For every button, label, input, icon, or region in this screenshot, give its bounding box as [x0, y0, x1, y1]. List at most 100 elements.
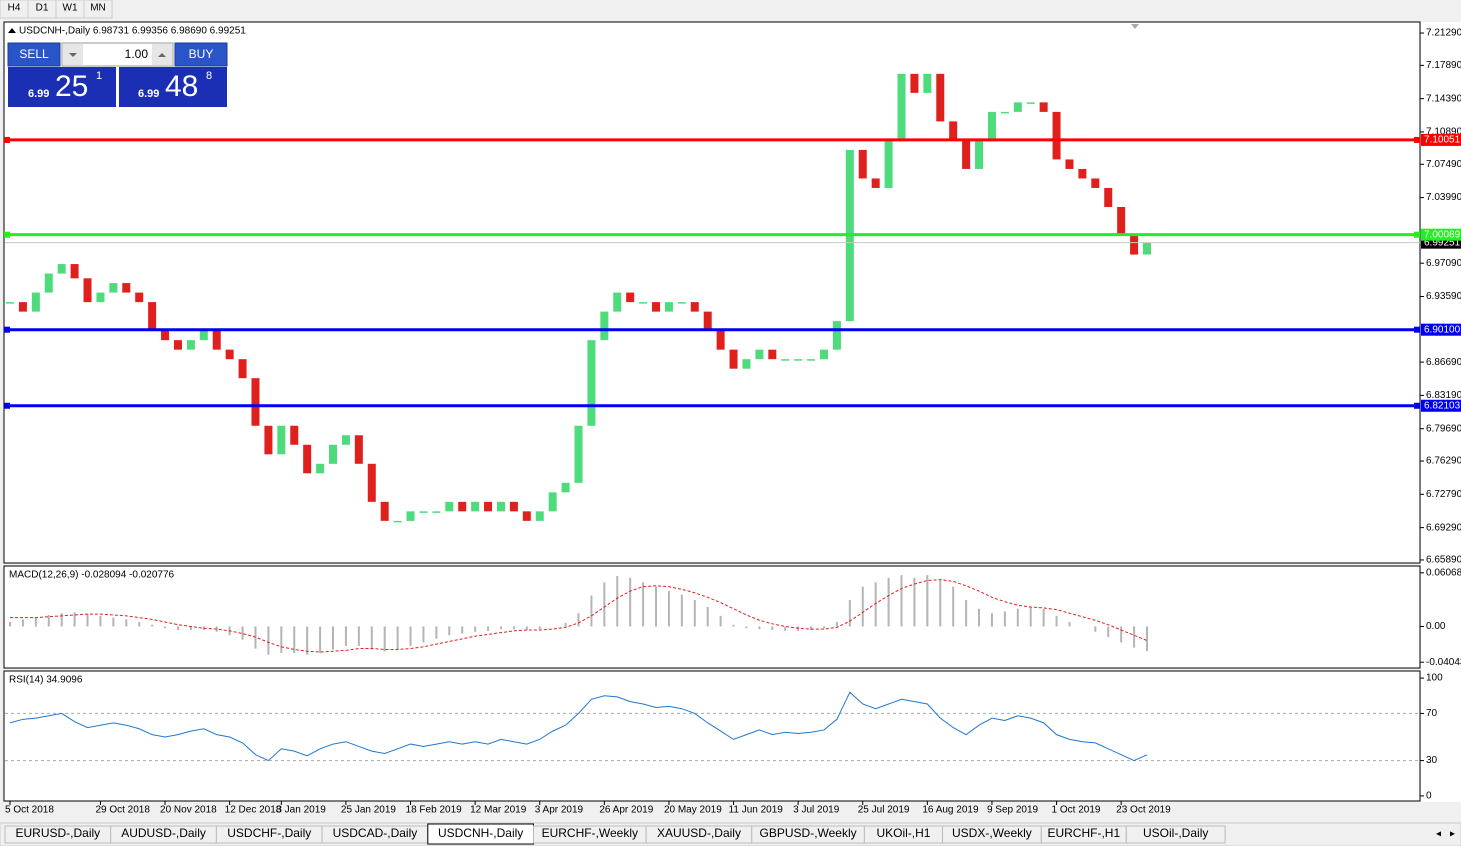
level-handle[interactable]: [1414, 231, 1420, 238]
macd-panel: [3, 565, 1421, 669]
level-handle[interactable]: [1414, 326, 1420, 333]
lot-field[interactable]: [61, 42, 174, 67]
x-tick-label: 16 Aug 2019: [922, 805, 979, 816]
y-tick-label: 6.72790: [1426, 489, 1461, 500]
x-tick-label: 20 Nov 2018: [160, 805, 217, 816]
ask-box[interactable]: [119, 67, 227, 107]
y-tick-label: 6.86690: [1426, 357, 1461, 368]
y-tick-label: 100: [1426, 673, 1443, 684]
candle: [186, 340, 195, 350]
candle: [380, 501, 389, 521]
chart-tab-label[interactable]: EURUSD-,Daily: [16, 826, 101, 840]
chart-title: USDCNH-,Daily 6.98731 6.99356 6.98690 6.…: [19, 26, 246, 37]
rsi-line: [9, 691, 1148, 762]
level-price-box: [1421, 133, 1461, 146]
y-tick-label: 7.17890: [1426, 60, 1461, 71]
candle: [419, 511, 428, 513]
main-panel: [3, 21, 1421, 564]
level-handle[interactable]: [4, 136, 10, 143]
chart-tab-label[interactable]: USDX-,Weekly: [952, 826, 1032, 840]
timeframe-label[interactable]: D1: [36, 3, 49, 14]
level-handle[interactable]: [4, 231, 10, 238]
candle: [109, 283, 118, 293]
macd-signal: [10, 579, 1148, 653]
candle: [496, 501, 505, 512]
candle: [987, 111, 996, 141]
candle: [432, 511, 441, 513]
chart-tab-label[interactable]: USDCNH-,Daily: [438, 826, 523, 840]
chart-tab-label[interactable]: UKOil-,H1: [876, 826, 930, 840]
candle: [781, 359, 790, 361]
level-price-label: 6.82103: [1424, 400, 1461, 411]
macd-title: MACD(12,26,9) -0.028094 -0.020776: [9, 570, 175, 581]
candle: [57, 264, 66, 274]
candle: [768, 349, 777, 360]
candle: [1065, 159, 1074, 169]
level-handle[interactable]: [1414, 402, 1420, 409]
candle: [561, 482, 570, 493]
candle: [832, 321, 841, 350]
y-tick-label: 7.10890: [1426, 127, 1461, 138]
buy-label[interactable]: BUY: [189, 47, 214, 61]
candle: [161, 330, 170, 341]
level-handle[interactable]: [4, 326, 10, 333]
candle: [587, 340, 596, 426]
buy-button[interactable]: [174, 42, 228, 67]
candle: [794, 359, 803, 361]
level-handle[interactable]: [1414, 136, 1420, 143]
candle: [264, 425, 273, 455]
chart-tab-label[interactable]: GBPUSD-,Weekly: [760, 826, 857, 840]
lot-up-arrow: [158, 53, 166, 57]
y-tick-label: 0.060687: [1426, 567, 1461, 578]
candle: [626, 292, 635, 303]
x-tick-label: 18 Feb 2019: [406, 805, 463, 816]
candle: [238, 359, 247, 379]
bid-box[interactable]: [8, 67, 116, 107]
candle: [729, 349, 738, 369]
candle: [548, 492, 557, 512]
lot-value[interactable]: 1.00: [125, 47, 149, 61]
candle: [316, 463, 325, 474]
chart-tab-label[interactable]: USOil-,Daily: [1143, 826, 1208, 840]
chart-tab-label[interactable]: XAUUSD-,Daily: [657, 826, 741, 840]
chart-tab[interactable]: [1125, 825, 1226, 844]
candle: [975, 140, 984, 169]
y-tick-label: 6.93590: [1426, 291, 1461, 302]
candle: [303, 444, 312, 474]
candle: [1078, 168, 1087, 179]
timeframe-label[interactable]: H4: [8, 3, 21, 14]
bid-point: 1: [96, 70, 102, 82]
tab-scroll-left[interactable]: ◂: [1436, 829, 1441, 840]
candle: [1104, 187, 1113, 207]
timeframe-label[interactable]: MN: [90, 3, 106, 14]
x-tick-label: 25 Jul 2019: [858, 805, 910, 816]
chart-tab-label[interactable]: EURCHF-,Weekly: [542, 826, 638, 840]
y-tick-label: 7.14390: [1426, 93, 1461, 104]
candle: [458, 501, 467, 512]
y-tick-label: 6.69290: [1426, 522, 1461, 533]
y-tick-label: 6.76290: [1426, 456, 1461, 467]
candle: [871, 178, 880, 188]
timeframe-label[interactable]: W1: [63, 3, 78, 14]
candle: [251, 378, 260, 426]
collapse-icon: [8, 28, 16, 33]
chart-tab-label[interactable]: EURCHF-,H1: [1047, 826, 1120, 840]
last-price-label: 6.99251: [1424, 237, 1461, 248]
candle: [18, 302, 27, 312]
sell-button[interactable]: [7, 42, 61, 67]
candle: [858, 149, 867, 179]
chart-tab-label[interactable]: USDCHF-,Daily: [227, 826, 311, 840]
level-handle[interactable]: [4, 402, 10, 409]
candle: [949, 121, 958, 141]
ask-pips: 48: [165, 70, 198, 103]
chart-tab-label[interactable]: AUDUSD-,Daily: [121, 826, 206, 840]
candle: [1013, 102, 1022, 112]
x-tick-label: 12 Mar 2019: [470, 805, 527, 816]
candle: [31, 292, 40, 312]
candle: [1143, 242, 1151, 255]
sell-label[interactable]: SELL: [19, 47, 49, 61]
chart-tab-label[interactable]: USDCAD-,Daily: [333, 826, 418, 840]
timeframe-button[interactable]: [83, 0, 113, 19]
candle: [923, 73, 932, 93]
tab-scroll-right[interactable]: ▸: [1450, 829, 1455, 840]
